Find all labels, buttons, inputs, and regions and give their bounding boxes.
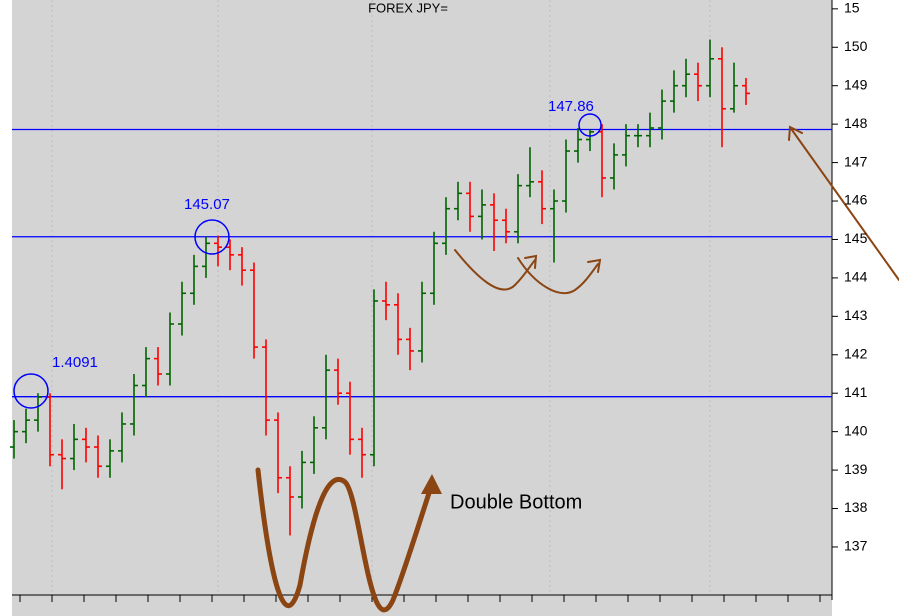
y-tick-label: 137 <box>844 538 868 554</box>
y-tick-label: 140 <box>844 422 868 438</box>
circles <box>13 113 602 409</box>
arrow-head <box>421 474 442 494</box>
y-tick-label: 144 <box>844 269 868 285</box>
arrow-head <box>587 258 602 273</box>
double-bottom-curve <box>255 467 435 613</box>
arrows <box>255 125 899 613</box>
annotation: 145.07 <box>184 196 230 213</box>
marks <box>10 39 832 536</box>
y-tick-label: 142 <box>844 345 868 361</box>
y-tick-label: 150 <box>844 38 868 54</box>
pointer-line <box>791 129 899 281</box>
annotation: Double Bottom <box>450 491 582 513</box>
annotation: 147.86 <box>548 98 594 115</box>
y-tick-label: 148 <box>844 115 868 131</box>
annotation: 1.4091 <box>52 354 98 371</box>
small-curve <box>517 257 599 295</box>
highlight-circle <box>194 219 230 255</box>
left-margin <box>0 0 12 616</box>
y-tick-label: 149 <box>844 76 868 92</box>
y-tick-label: 138 <box>844 499 868 515</box>
arrow-head <box>788 125 803 141</box>
y-tick-label: 139 <box>844 461 868 477</box>
small-curve <box>454 249 536 291</box>
vertical-grid <box>51 0 711 595</box>
highlight-circle <box>578 113 602 137</box>
arrow-head <box>524 254 538 269</box>
plot-background <box>0 0 832 616</box>
y-tick-label: 145 <box>844 230 868 246</box>
highlight-circle <box>13 373 49 409</box>
y-tick-label: 143 <box>844 307 868 323</box>
x-ticks <box>19 595 821 602</box>
y-tick-label: 141 <box>844 384 868 400</box>
y-tick-label: 146 <box>844 192 868 208</box>
y-tick-label: 15 <box>844 0 860 16</box>
y-tick-label: 147 <box>844 153 868 169</box>
chart-title: FOREX JPY= <box>368 0 448 15</box>
